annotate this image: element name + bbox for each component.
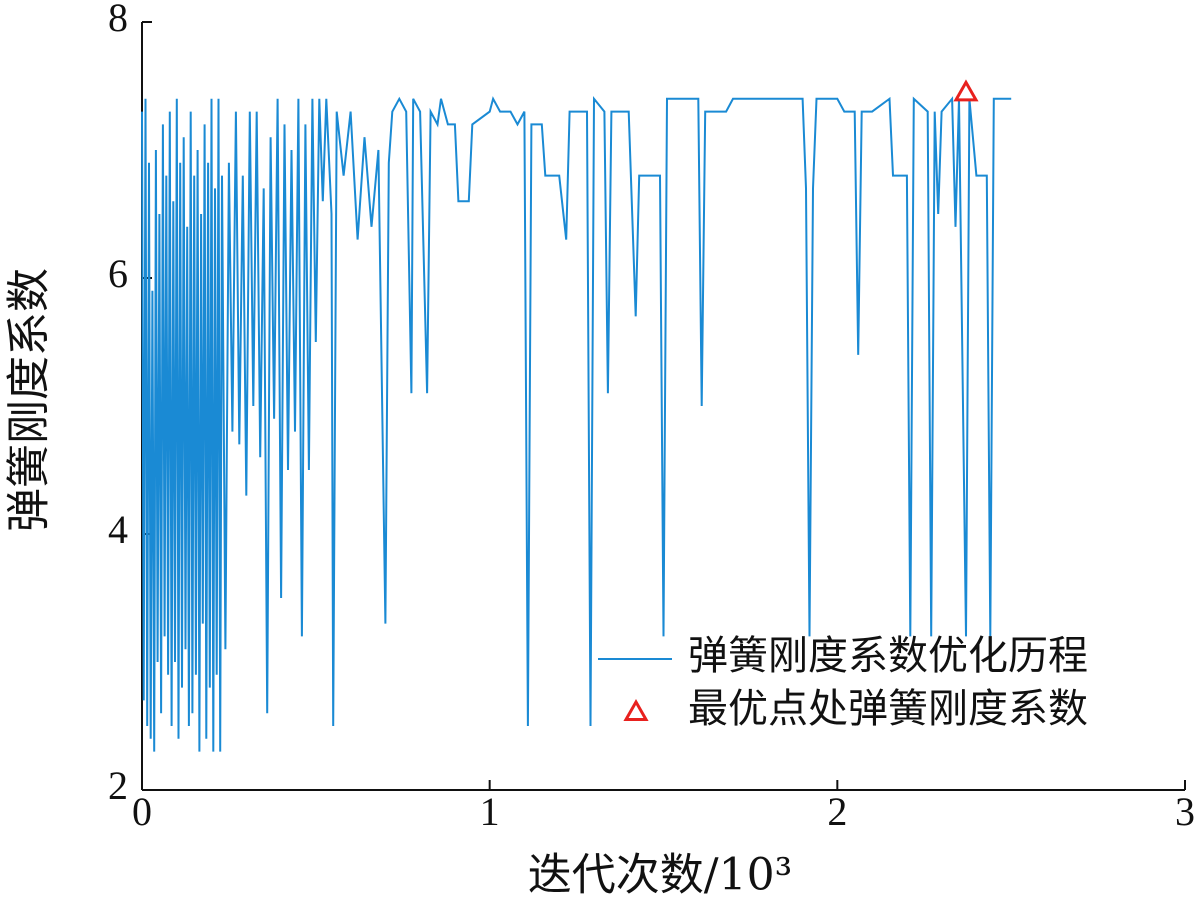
legend-label: 最优点处弹簧刚度系数 (688, 686, 1088, 732)
data-line (141, 96, 1012, 752)
x-tick-label: 3 (1175, 789, 1195, 834)
best-point (953, 79, 979, 102)
x-tick-label: 2 (827, 789, 847, 834)
y-tick-label: 8 (108, 0, 128, 40)
y-tick-label: 2 (108, 763, 128, 808)
legend-marker (623, 698, 649, 721)
y-axis-title: 弹簧刚度系数 (4, 268, 55, 532)
y-tick-label: 6 (108, 251, 128, 296)
legend-label: 弹簧刚度系数优化历程 (688, 633, 1088, 679)
x-tick-label: 0 (132, 789, 152, 834)
x-tick-label: 1 (480, 789, 500, 834)
x-axis-title: 迭代次数/10³ (528, 850, 792, 901)
y-tick-label: 4 (108, 507, 128, 552)
